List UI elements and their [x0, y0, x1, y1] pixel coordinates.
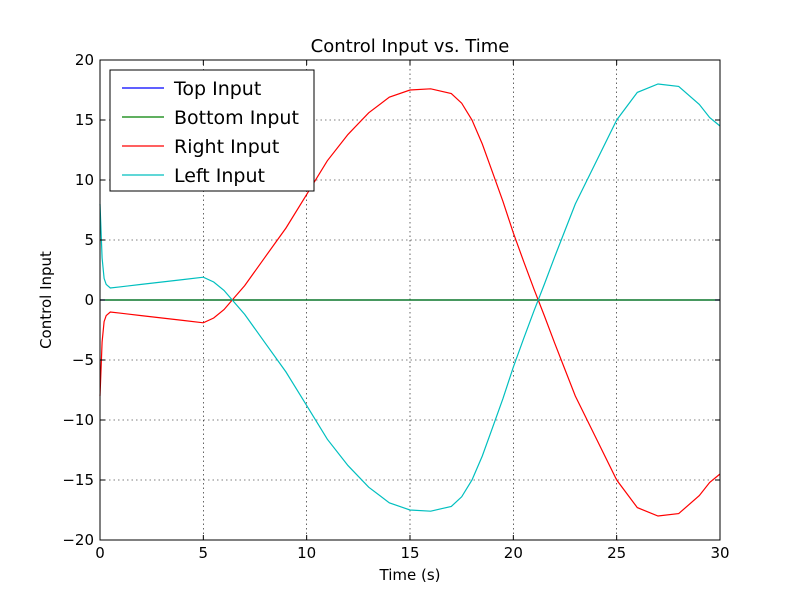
- x-tick-label: 20: [504, 544, 523, 562]
- legend-entry-label: Right Input: [174, 136, 279, 158]
- x-axis-label: Time (s): [379, 566, 441, 584]
- series-lines: [99, 83, 721, 517]
- axis-ticks: 0 5 10 15 20 25 30 −20 −15 −10 −5 0 5 10 15 20: [62, 51, 729, 562]
- x-tick-label: 10: [297, 544, 316, 562]
- series-line-right-input: [99, 88, 721, 517]
- legend-entry-label: Left Input: [174, 165, 265, 187]
- y-tick-label: 10: [75, 171, 94, 189]
- x-tick-label: 0: [95, 544, 105, 562]
- legend-entry-label: Top Input: [173, 78, 261, 100]
- x-tick-label: 5: [199, 544, 209, 562]
- y-tick-label: 0: [84, 291, 94, 309]
- y-tick-label: −20: [62, 531, 94, 549]
- y-axis-label: Control Input: [37, 251, 55, 349]
- y-tick-label: 15: [75, 111, 94, 129]
- chart-title: Control Input vs. Time: [311, 36, 510, 57]
- y-tick-label: 20: [75, 51, 94, 69]
- x-tick-label: 25: [607, 544, 626, 562]
- legend: Top Input Bottom Input Right Input Left Inp…: [109, 69, 315, 192]
- legend-box: [109, 69, 315, 192]
- x-tick-label: 30: [710, 544, 729, 562]
- y-tick-label: 5: [84, 231, 94, 249]
- y-tick-label: −15: [62, 471, 94, 489]
- y-tick-label: −10: [62, 411, 94, 429]
- y-tick-label: −5: [72, 351, 94, 369]
- series-line-left-input: [99, 83, 721, 512]
- x-tick-label: 15: [400, 544, 419, 562]
- legend-entry-label: Bottom Input: [174, 107, 299, 129]
